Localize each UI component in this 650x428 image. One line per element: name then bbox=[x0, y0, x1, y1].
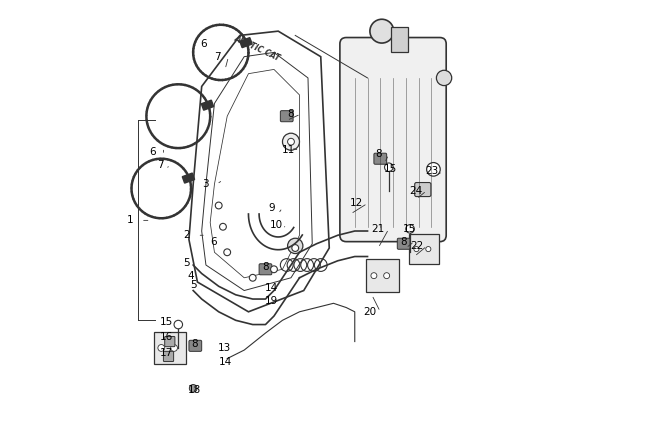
Text: 8: 8 bbox=[400, 237, 407, 247]
Text: 6: 6 bbox=[150, 147, 156, 158]
Circle shape bbox=[283, 133, 300, 150]
Text: 15: 15 bbox=[402, 224, 416, 234]
Bar bbox=[202, 100, 214, 110]
Circle shape bbox=[174, 320, 183, 329]
Bar bbox=[182, 173, 194, 183]
Text: 15: 15 bbox=[160, 318, 174, 327]
Text: 2: 2 bbox=[183, 230, 190, 240]
Circle shape bbox=[189, 384, 197, 392]
Text: 8: 8 bbox=[191, 339, 198, 349]
Circle shape bbox=[406, 225, 414, 233]
Bar bbox=[391, 27, 408, 52]
Circle shape bbox=[171, 345, 177, 351]
Circle shape bbox=[158, 345, 164, 351]
Text: 21: 21 bbox=[372, 224, 385, 234]
Circle shape bbox=[292, 245, 298, 251]
FancyBboxPatch shape bbox=[409, 234, 439, 264]
FancyBboxPatch shape bbox=[374, 153, 387, 164]
Circle shape bbox=[414, 247, 419, 252]
Text: 8: 8 bbox=[287, 109, 293, 119]
Circle shape bbox=[385, 163, 393, 172]
FancyBboxPatch shape bbox=[259, 264, 272, 275]
Text: ARCTIC CAT: ARCTIC CAT bbox=[233, 34, 281, 63]
Text: 5: 5 bbox=[190, 280, 196, 291]
Text: 1: 1 bbox=[127, 215, 133, 226]
FancyBboxPatch shape bbox=[366, 259, 398, 292]
Text: 8: 8 bbox=[375, 149, 382, 160]
Text: 24: 24 bbox=[410, 186, 422, 196]
Text: 8: 8 bbox=[262, 262, 269, 272]
Circle shape bbox=[224, 249, 231, 256]
Text: 20: 20 bbox=[363, 307, 376, 317]
Text: 7: 7 bbox=[157, 160, 163, 170]
Text: 14: 14 bbox=[219, 357, 233, 367]
Text: 23: 23 bbox=[426, 166, 439, 176]
Text: 5: 5 bbox=[183, 258, 190, 268]
Circle shape bbox=[287, 238, 303, 253]
Circle shape bbox=[250, 274, 256, 281]
Bar bbox=[240, 38, 252, 48]
FancyBboxPatch shape bbox=[397, 238, 410, 249]
FancyBboxPatch shape bbox=[164, 336, 175, 347]
Text: 18: 18 bbox=[187, 386, 201, 395]
Text: 9: 9 bbox=[268, 202, 275, 213]
Text: 6: 6 bbox=[210, 237, 216, 247]
FancyBboxPatch shape bbox=[163, 351, 174, 362]
FancyBboxPatch shape bbox=[340, 38, 446, 242]
FancyBboxPatch shape bbox=[415, 182, 431, 196]
Text: 16: 16 bbox=[160, 332, 174, 342]
Circle shape bbox=[426, 163, 440, 176]
Circle shape bbox=[270, 266, 278, 273]
Circle shape bbox=[215, 202, 222, 209]
FancyBboxPatch shape bbox=[280, 111, 293, 122]
Circle shape bbox=[384, 273, 389, 279]
Text: 17: 17 bbox=[160, 348, 174, 359]
Circle shape bbox=[426, 247, 431, 252]
Text: 15: 15 bbox=[384, 164, 396, 174]
Text: 11: 11 bbox=[282, 145, 296, 155]
Circle shape bbox=[371, 273, 377, 279]
Text: 14: 14 bbox=[265, 283, 278, 294]
Text: 12: 12 bbox=[350, 198, 363, 208]
FancyBboxPatch shape bbox=[153, 332, 186, 364]
Circle shape bbox=[287, 138, 294, 145]
Text: 19: 19 bbox=[265, 296, 278, 306]
Circle shape bbox=[370, 19, 394, 43]
Text: 10: 10 bbox=[270, 220, 283, 230]
Circle shape bbox=[436, 70, 452, 86]
Text: 4: 4 bbox=[188, 270, 194, 281]
Text: 7: 7 bbox=[214, 52, 221, 62]
FancyBboxPatch shape bbox=[189, 340, 202, 351]
Text: 22: 22 bbox=[410, 241, 423, 251]
Text: 3: 3 bbox=[203, 179, 209, 189]
Text: 13: 13 bbox=[218, 343, 231, 353]
Circle shape bbox=[220, 223, 226, 230]
Text: 6: 6 bbox=[200, 39, 207, 49]
